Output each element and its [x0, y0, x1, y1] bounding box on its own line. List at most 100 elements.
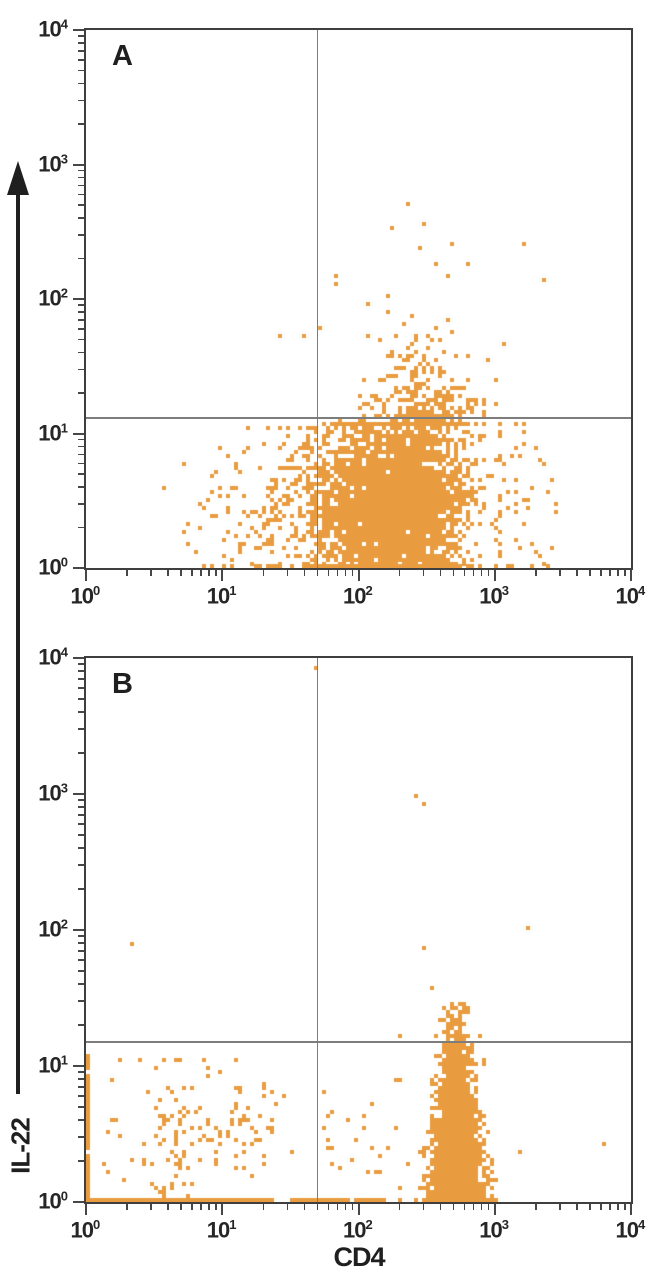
y-axis-minor-tick — [78, 970, 84, 972]
panel-b-horizontal-gate-line — [86, 1041, 631, 1043]
x-tick-label: 100 — [70, 583, 101, 609]
y-axis-minor-tick — [78, 503, 84, 505]
x-axis-minor-tick — [452, 570, 455, 576]
y-axis-arrow-shaft — [16, 193, 20, 1094]
y-axis-minor-tick — [78, 687, 84, 689]
x-axis-minor-tick — [344, 1204, 347, 1210]
y-axis-minor-tick — [78, 42, 84, 44]
x-axis-minor-tick — [576, 1204, 578, 1210]
x-axis-major-tick — [630, 1204, 632, 1215]
x-axis-title: CD4 — [333, 1242, 385, 1272]
panel-b-vertical-gate-line — [316, 658, 319, 1202]
y-axis-minor-tick — [78, 99, 84, 102]
y-axis-major-tick — [73, 1065, 84, 1067]
x-tick-label: 103 — [479, 1217, 510, 1243]
x-tick-label: 102 — [343, 583, 373, 609]
x-axis-minor-tick — [215, 1204, 217, 1210]
y-tick-label: 102 — [38, 916, 68, 942]
x-axis-minor-tick — [191, 1204, 193, 1210]
x-tick-label: 100 — [70, 1217, 101, 1243]
y-axis-minor-tick — [78, 1160, 84, 1162]
x-axis-minor-tick — [327, 570, 330, 576]
x-axis-major-tick — [85, 570, 87, 581]
x-axis-minor-tick — [452, 1204, 455, 1210]
x-axis-minor-tick — [624, 1204, 626, 1210]
y-axis-minor-tick — [78, 50, 84, 52]
y-axis-minor-tick — [78, 935, 84, 937]
y-axis-minor-tick — [78, 698, 84, 700]
y-axis-major-tick — [73, 1201, 84, 1203]
y-axis-minor-tick — [78, 888, 84, 890]
x-axis-major-tick — [85, 1204, 87, 1215]
x-axis-minor-tick — [208, 570, 210, 576]
y-axis-minor-tick — [78, 1000, 84, 1002]
y-axis-minor-tick — [78, 486, 84, 488]
x-axis-minor-tick — [487, 1204, 490, 1210]
y-axis-minor-tick — [78, 319, 84, 321]
y-axis-major-tick — [73, 929, 84, 931]
x-axis-minor-tick — [191, 570, 193, 576]
x-axis-minor-tick — [327, 1204, 330, 1210]
x-tick-label: 103 — [479, 583, 510, 609]
x-axis-minor-tick — [200, 1204, 202, 1210]
y-axis-minor-tick — [78, 311, 84, 313]
x-axis-minor-tick — [180, 1204, 182, 1210]
x-axis-major-tick — [493, 1204, 496, 1215]
x-axis-minor-tick — [303, 570, 306, 576]
x-axis-minor-tick — [480, 1204, 483, 1210]
y-axis-minor-tick — [78, 217, 84, 219]
y-axis-minor-tick — [78, 942, 84, 944]
y-axis-minor-tick — [78, 806, 84, 808]
x-axis-minor-tick — [200, 570, 202, 576]
y-axis-minor-tick — [78, 204, 84, 206]
y-axis-minor-tick — [78, 1095, 84, 1097]
y-axis-minor-tick — [78, 234, 84, 236]
y-axis-minor-tick — [78, 328, 84, 330]
x-axis-minor-tick — [180, 570, 182, 576]
y-axis-minor-tick — [78, 1136, 84, 1138]
y-axis-minor-tick — [78, 814, 84, 816]
y-axis-minor-tick — [78, 35, 84, 37]
y-tick-label: 101 — [38, 1052, 68, 1078]
y-axis-minor-tick — [78, 82, 84, 85]
x-axis-minor-tick — [439, 1204, 442, 1210]
panel-a-scatter-canvas — [86, 30, 631, 568]
x-axis-minor-tick — [589, 570, 591, 576]
x-axis-major-tick — [221, 570, 224, 581]
y-axis-minor-tick — [78, 526, 84, 529]
y-tick-label: 100 — [38, 554, 68, 580]
x-axis-minor-tick — [472, 1204, 475, 1210]
x-axis-minor-tick — [617, 570, 619, 576]
y-axis-minor-tick — [78, 1119, 84, 1121]
x-axis-minor-tick — [167, 1204, 169, 1210]
y-axis-major-tick — [73, 567, 84, 569]
x-axis-minor-tick — [351, 570, 353, 576]
y-axis-minor-tick — [78, 678, 84, 680]
x-axis-minor-tick — [600, 570, 602, 576]
y-axis-minor-tick — [78, 959, 84, 961]
x-axis-minor-tick — [126, 570, 128, 576]
y-axis-minor-tick — [78, 473, 84, 475]
x-tick-label: 101 — [206, 583, 237, 609]
y-axis-minor-tick — [78, 823, 84, 825]
x-axis-minor-tick — [316, 570, 319, 576]
y-axis-minor-tick — [78, 392, 84, 394]
x-axis-major-tick — [221, 1204, 224, 1215]
panel-b-plot-area: B — [84, 656, 633, 1204]
y-axis-minor-tick — [78, 123, 84, 125]
y-axis-minor-tick — [78, 462, 84, 465]
y-axis-minor-tick — [78, 184, 84, 187]
x-axis-minor-tick — [609, 1204, 611, 1210]
y-axis-minor-tick — [78, 983, 84, 985]
x-axis-minor-tick — [609, 570, 611, 576]
panel-a-horizontal-gate-line — [86, 417, 631, 419]
x-axis-minor-tick — [559, 1204, 561, 1210]
y-axis-minor-tick — [78, 728, 84, 730]
x-axis-minor-tick — [208, 1204, 210, 1210]
panel-a-plot-area: A — [84, 28, 633, 570]
y-axis-minor-tick — [78, 351, 84, 354]
x-axis-minor-tick — [600, 1204, 602, 1210]
x-axis-minor-tick — [286, 1204, 288, 1210]
panel-a-vertical-gate-line — [316, 30, 319, 568]
